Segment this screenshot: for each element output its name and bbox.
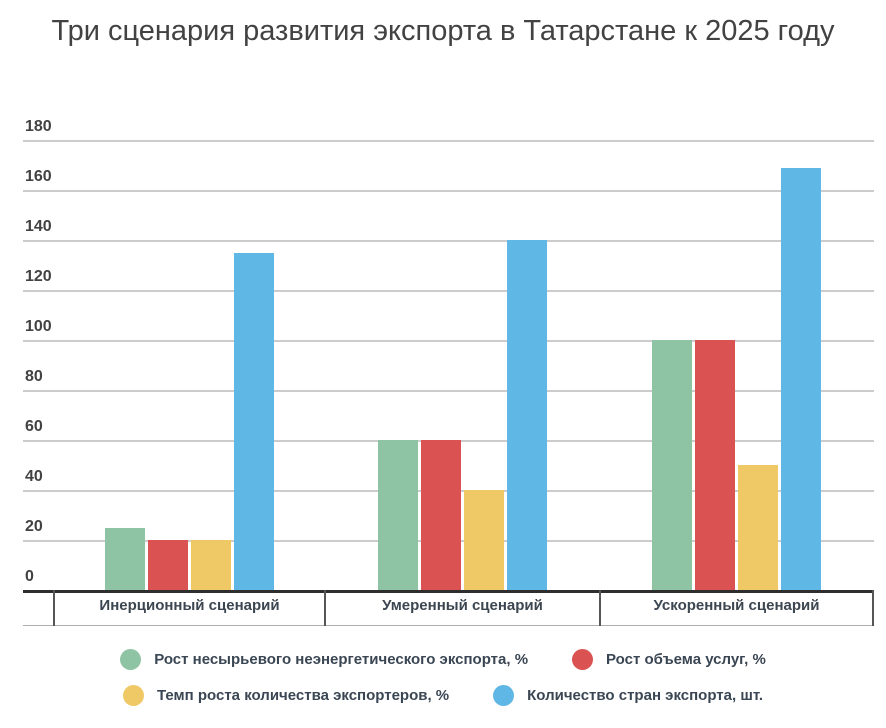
bar-4-cat-2[interactable] [507,240,547,590]
y-tick-label: 0 [25,568,34,585]
bar-2-cat-2[interactable] [421,440,461,590]
y-tick-label: 40 [25,468,43,485]
y-tick-label: 160 [25,168,52,185]
category-label: Ускоренный сценарий [653,597,820,614]
bar-1-cat-1[interactable] [105,527,145,590]
bar-3-cat-3[interactable] [738,465,778,590]
legend-item-services-growth: Рост объема услуг, % [572,649,766,670]
chart-title: Три сценария развития экспорта в Татарст… [51,15,835,47]
bar-3-cat-2[interactable] [464,490,504,590]
legend-dot-yellow-icon [122,685,144,706]
gridline [23,190,874,192]
chart-legend: Рост несырьевого неэнергетического экспо… [0,649,886,706]
legend-label: Количество стран экспорта, шт. [527,687,764,704]
bar-2-cat-1[interactable] [148,540,188,590]
y-tick-label: 100 [25,318,52,335]
y-tick-label: 140 [25,218,52,235]
bar-1-cat-2[interactable] [378,440,418,590]
bar-2-cat-3[interactable] [695,340,735,590]
x-axis-line [23,590,874,593]
y-tick-label: 80 [25,368,43,385]
category-divider [872,590,874,626]
legend-item-exporters-growth: Темп роста количества экспортеров, % [122,685,450,706]
category-divider [53,590,55,626]
legend-label: Рост несырьевого неэнергетического экспо… [154,651,529,668]
bar-3-cat-1[interactable] [191,540,231,590]
gridline [23,340,874,342]
legend-label: Рост объема услуг, % [606,651,766,668]
category-strip-bottom-border [23,625,874,626]
y-tick-label: 20 [25,518,43,535]
legend-dot-green-icon [120,649,142,670]
legend-item-export-countries: Количество стран экспорта, шт. [493,685,763,706]
gridline [23,290,874,292]
legend-row: Темп роста количества экспортеров, % Кол… [122,685,763,706]
bar-4-cat-3[interactable] [781,167,821,590]
category-divider [599,590,601,626]
bar-1-cat-3[interactable] [652,340,692,590]
legend-row: Рост несырьевого неэнергетического экспо… [120,649,766,670]
bar-4-cat-1[interactable] [234,252,274,590]
legend-item-nonresource-export: Рост несырьевого неэнергетического экспо… [120,649,528,670]
y-tick-label: 120 [25,268,52,285]
category-divider [324,590,326,626]
y-tick-label: 60 [25,418,43,435]
y-tick-label: 180 [25,118,52,135]
category-label: Инерционный сценарий [99,597,280,614]
legend-dot-red-icon [572,649,594,670]
gridline [23,140,874,142]
legend-dot-blue-icon [493,685,515,706]
legend-label: Темп роста количества экспортеров, % [156,687,450,704]
category-label: Умеренный сценарий [382,597,543,614]
gridline [23,240,874,242]
gridline [23,390,874,392]
